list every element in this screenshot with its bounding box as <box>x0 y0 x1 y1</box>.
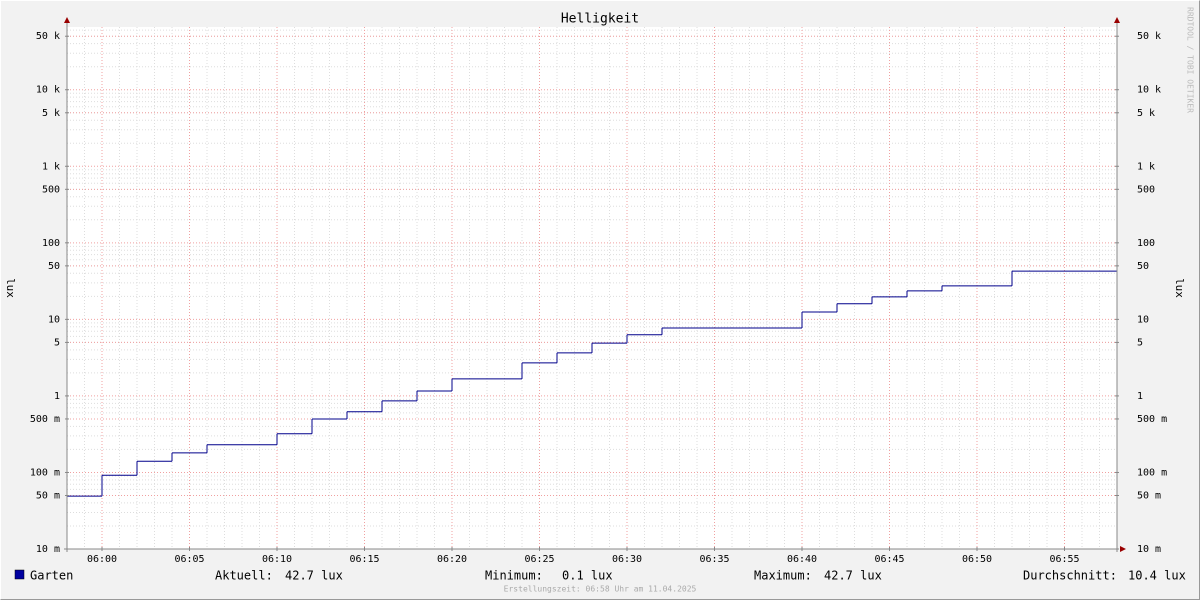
y-tick-label: 100 m <box>30 467 60 478</box>
y-tick-label: 500 m <box>30 414 60 425</box>
y2-tick-label: 100 m <box>1137 467 1167 478</box>
x-tick-label: 06:05 <box>174 554 204 565</box>
chart-title: Helligkeit <box>561 12 639 27</box>
y2-tick-label: 50 k <box>1137 31 1161 42</box>
y-tick-label: 1 k <box>42 161 60 172</box>
axis-arrow <box>1120 546 1126 552</box>
stat-value: 42.7 lux <box>824 569 882 583</box>
x-tick-label: 06:15 <box>349 554 379 565</box>
y2-tick-label: 10 k <box>1137 85 1161 96</box>
y-tick-label: 50 m <box>36 490 60 501</box>
x-tick-label: 06:10 <box>262 554 292 565</box>
y2-tick-label: 5 <box>1137 337 1143 348</box>
y-tick-label: 5 k <box>42 108 60 119</box>
y2-axis-label: lux <box>1173 278 1186 298</box>
y-tick-label: 10 k <box>36 85 60 96</box>
y-tick-label: 10 <box>48 314 60 325</box>
y-tick-label: 1 <box>54 391 60 402</box>
x-tick-label: 06:40 <box>787 554 817 565</box>
x-tick-label: 06:35 <box>699 554 729 565</box>
x-tick-label: 06:55 <box>1049 554 1079 565</box>
stat-value: 0.1 lux <box>562 569 613 583</box>
y2-tick-label: 1 <box>1137 391 1143 402</box>
axis-arrow <box>1114 17 1120 23</box>
y2-tick-label: 500 m <box>1137 414 1167 425</box>
y-tick-label: 50 k <box>36 31 60 42</box>
stat-label: Aktuell: <box>215 569 273 583</box>
stat-label: Durchschnitt: <box>1023 569 1117 583</box>
x-tick-label: 06:45 <box>874 554 904 565</box>
y2-tick-label: 50 m <box>1137 490 1161 501</box>
y2-tick-label: 5 k <box>1137 108 1155 119</box>
y2-tick-label: 500 <box>1137 184 1155 195</box>
y2-tick-label: 100 <box>1137 238 1155 249</box>
y2-tick-label: 10 <box>1137 314 1149 325</box>
x-tick-label: 06:00 <box>87 554 117 565</box>
stat-label: Maximum: <box>754 569 812 583</box>
y2-tick-label: 1 k <box>1137 161 1155 172</box>
x-tick-label: 06:30 <box>612 554 642 565</box>
y-tick-label: 10 m <box>36 544 60 555</box>
y-tick-label: 50 <box>48 261 60 272</box>
stat-value: 42.7 lux <box>285 569 343 583</box>
x-tick-label: 06:50 <box>962 554 992 565</box>
legend-swatch <box>14 569 25 580</box>
stat-value: 10.4 lux <box>1128 569 1186 583</box>
footer: Erstellungszeit: 06:58 Uhr am 11.04.2025 <box>504 585 697 594</box>
legend-label: Garten <box>30 569 73 583</box>
y2-tick-label: 10 m <box>1137 544 1161 555</box>
y-axis-label: lux <box>4 278 17 298</box>
x-tick-label: 06:25 <box>524 554 554 565</box>
y-tick-label: 5 <box>54 337 60 348</box>
x-tick-label: 06:20 <box>437 554 467 565</box>
watermark: RRDTOOL / TOBI OETIKER <box>1186 7 1195 113</box>
stat-label: Minimum: <box>485 569 543 583</box>
axis-arrow <box>64 17 70 23</box>
y-tick-label: 100 <box>42 238 60 249</box>
y2-tick-label: 50 <box>1137 261 1149 272</box>
y-tick-label: 500 <box>42 184 60 195</box>
